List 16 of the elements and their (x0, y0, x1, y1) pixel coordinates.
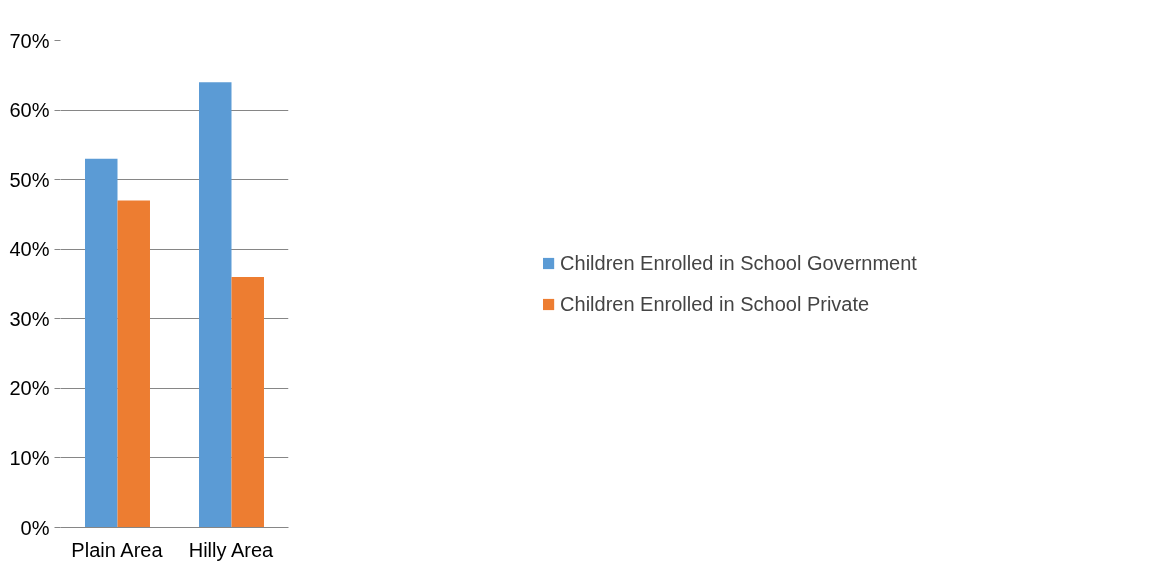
x-tick-label: Hilly Area (188, 538, 275, 561)
x-tick-label: Plain Area (71, 538, 164, 561)
y-tick-label: 70% (9, 29, 50, 52)
y-tick-label: 40% (9, 238, 50, 261)
bar (199, 82, 232, 528)
bar (231, 277, 264, 528)
y-tick-label: 60% (9, 99, 50, 122)
y-tick-label: 30% (9, 307, 50, 330)
legend-label: Children Enrolled in School Government (560, 251, 917, 275)
y-tick-label: 20% (9, 377, 50, 400)
y-tick-label: 0% (20, 516, 50, 539)
bar (117, 200, 150, 528)
y-tick-label: 50% (9, 168, 50, 191)
bar (85, 158, 118, 528)
y-tick-label: 10% (9, 446, 50, 469)
legend-label: Children Enrolled in School Private (560, 292, 870, 316)
